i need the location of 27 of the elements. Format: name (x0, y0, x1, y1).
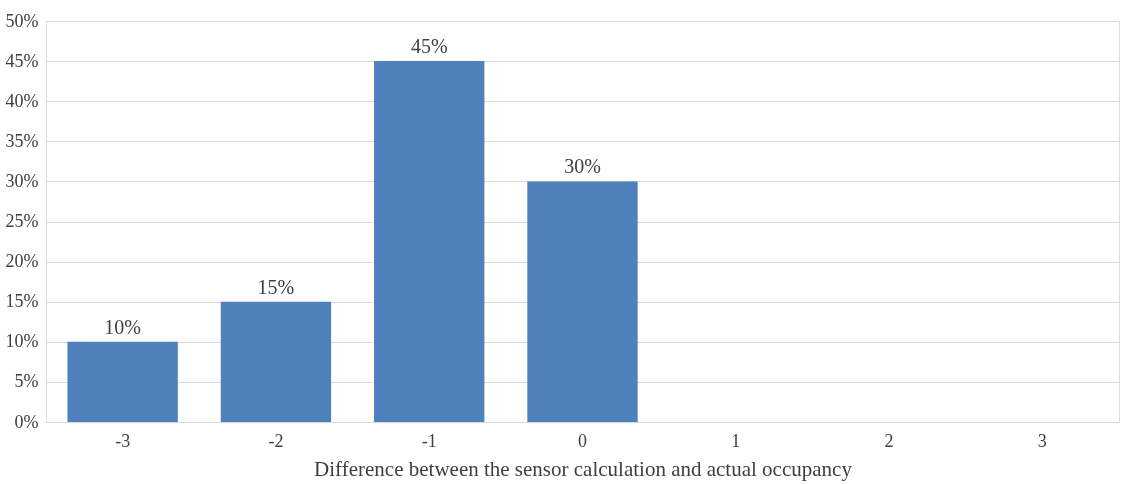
data-label: 45% (410, 35, 448, 58)
y-tick-label: 50% (5, 10, 39, 31)
data-label: 10% (104, 315, 141, 338)
y-tick-label: 10% (5, 331, 39, 352)
data-label: 15% (257, 275, 295, 298)
bar (220, 301, 332, 422)
x-tick-label: -1 (421, 430, 437, 451)
x-tick-label: 1 (731, 430, 741, 451)
y-tick-label: 30% (5, 170, 39, 191)
y-tick-label: 5% (14, 371, 39, 392)
bar (67, 341, 178, 422)
y-tick-label: 15% (5, 291, 39, 312)
y-tick-label: 0% (14, 411, 39, 432)
x-tick-label: 3 (1037, 430, 1047, 451)
y-tick-label: 20% (5, 251, 39, 272)
y-tick-label: 25% (5, 211, 39, 231)
x-tick-label: 2 (884, 430, 894, 451)
y-tick-label: 40% (5, 90, 39, 111)
x-axis-title: Difference between the sensor calculation and actual occupancy (314, 456, 853, 481)
y-tick-label: 45% (5, 50, 39, 71)
bar (527, 181, 638, 422)
x-tick-label: -2 (268, 430, 284, 451)
x-tick-label: 0 (578, 430, 587, 451)
x-tick-label: -3 (115, 430, 131, 451)
y-tick-label: 35% (5, 130, 39, 151)
data-label: 30% (564, 155, 601, 178)
bar (374, 61, 485, 422)
